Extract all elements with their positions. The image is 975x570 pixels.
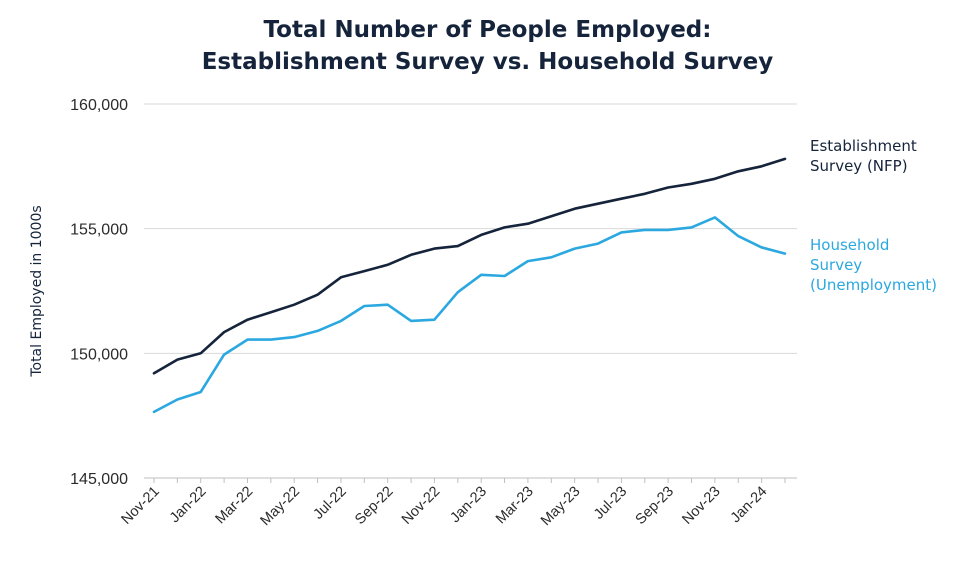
series-label-establishment: Establishment Survey (NFP) <box>810 137 922 175</box>
series-label-household-line-3: (Unemployment) <box>810 276 937 294</box>
x-tick-label: Jul-22 <box>311 484 350 523</box>
series-labels: Establishment Survey (NFP) Household Sur… <box>810 137 937 294</box>
x-tick-label: May-23 <box>538 484 584 530</box>
x-tick-label: Mar-22 <box>213 484 257 528</box>
y-axis-ticks: 145,000 150,000 155,000 160,000 <box>70 97 128 488</box>
x-tick-label: Nov-22 <box>399 484 443 528</box>
x-tick-label: Nov-23 <box>679 484 723 528</box>
chart-title: Total Number of People Employed: Establi… <box>0 14 975 78</box>
x-axis-ticks: Nov-21 Jan-22 Mar-22 May-22 Jul-22 Sep-22 Nov-… <box>118 478 786 530</box>
x-tick-label: Sep-23 <box>633 484 677 528</box>
y-tick-label: 145,000 <box>70 471 128 488</box>
y-tick-label: 160,000 <box>70 97 128 114</box>
x-tick-label: Jan-24 <box>728 484 771 527</box>
series-line-household <box>152 216 787 414</box>
x-tick-label: Jan-23 <box>447 484 490 527</box>
y-tick-label: 150,000 <box>70 346 128 363</box>
x-tick-label: Mar-23 <box>493 484 537 528</box>
series-label-household-line-2: Survey <box>810 256 862 274</box>
series-label-establishment-line-1: Establishment <box>810 137 917 155</box>
x-tick-label: May-22 <box>258 484 304 530</box>
y-tick-label: 155,000 <box>70 222 128 239</box>
series-label-household-line-1: Household <box>810 236 889 254</box>
x-tick-label: Jan-22 <box>167 484 210 527</box>
x-tick-label: Nov-21 <box>118 484 162 528</box>
gridlines <box>144 103 797 354</box>
chart-title-line-2: Establishment Survey vs. Household Surve… <box>201 49 774 75</box>
series-lines <box>152 157 787 414</box>
series-label-household: Household Survey (Unemployment) <box>810 236 937 294</box>
x-tick-label: Jul-23 <box>591 484 630 523</box>
y-axis-label: Total Employed in 1000s <box>29 205 45 377</box>
chart-title-line-1: Total Number of People Employed: <box>263 17 712 43</box>
x-tick-label: Sep-22 <box>352 484 396 528</box>
series-line-establishment <box>152 157 787 375</box>
series-label-establishment-line-2: Survey (NFP) <box>810 157 908 175</box>
